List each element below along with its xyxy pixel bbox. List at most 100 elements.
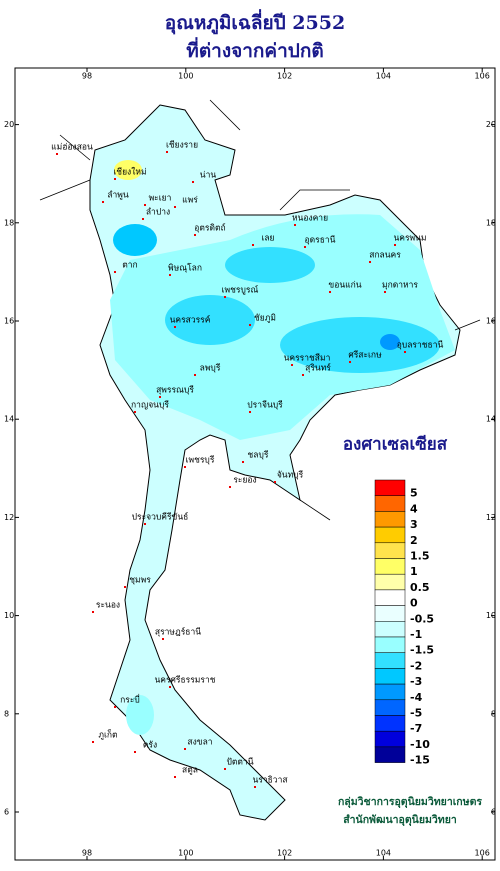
place-label: ปราจีนบุรี [247,400,283,411]
legend-label: 1.5 [410,550,430,563]
station-dot [166,151,168,153]
legend-label: -3 [410,675,422,688]
lat-tick-label: 20 [4,120,14,129]
lat-tick-label: 16 [486,317,496,326]
legend-label: 0 [410,597,418,610]
legend-swatch [374,511,406,528]
place-label: เชียงราย [166,140,198,151]
lon-tick-label: 104 [376,72,391,81]
place-label: ชุมพร [129,576,151,586]
place-label: นราธิวาส [252,776,288,786]
place-label: ระยอง [233,476,256,486]
credit: สำนักพัฒนาอุตุนิยมวิทยา [343,814,457,827]
place-label: ประจวบคีรีขันธ์ [132,512,189,523]
station-dot [142,218,144,220]
legend-label: -4 [410,691,423,704]
place-label: ขอนแก่น [328,281,361,291]
station-dot [184,748,186,750]
station-dot [56,153,58,155]
station-dot [159,396,161,398]
station-dot [274,481,276,483]
lat-tick-label: 8 [4,709,9,718]
station-dot [302,374,304,376]
legend-swatch [374,621,406,638]
legend-swatch [374,495,406,512]
station-dot [114,271,116,273]
station-dot [174,326,176,328]
station-dot [194,234,196,236]
place-label: ลำพูน [107,191,129,201]
station-dot [224,768,226,770]
station-dot [134,751,136,753]
station-dot [174,206,176,208]
legend-label: -2 [410,659,422,672]
station-dot [224,296,226,298]
place-label: พิษณุโลก [168,263,202,274]
place-label: อุดรธานี [305,235,336,246]
legend-label: -10 [410,738,430,751]
legend-swatch [374,636,406,653]
legend-unit: องศาเซลเซียส [343,434,448,455]
station-dot [192,181,194,183]
lat-tick-label: 14 [4,415,14,424]
station-dot [254,786,256,788]
lon-tick-label: 102 [277,72,292,81]
place-label: นครราชสีมา [284,353,331,364]
lat-tick-label: 12 [486,513,496,522]
station-dot [169,274,171,276]
legend: 5 4 3 2 1.5 1 0.5 0 -0.5 -1 -1.5 -2 -3 -4 -5 -7 -10 -15 [374,479,434,767]
station-dot [114,178,116,180]
legend-swatch [374,558,406,575]
lat-tick-label: 16 [4,317,14,326]
place-label: ตรัง [143,741,157,751]
place-label: สุราษฎร์ธานี [155,627,201,638]
place-label: แพร่ [182,196,198,206]
station-dot [124,586,126,588]
place-label: สงขลา [187,738,212,748]
station-dot [369,261,371,263]
legend-swatch [374,589,406,606]
station-dot [184,466,186,468]
legend-swatch [374,605,406,622]
place-label: ชลบุรี [248,450,269,461]
legend-label: 2 [410,534,418,547]
title: อุณหภูมิเฉลี่ยปี 2552 [165,9,345,35]
place-label: ตาก [122,261,137,271]
place-label: สุรินทร์ [305,363,331,374]
place-label: หนองคาย [292,214,328,224]
lat-tick-label: 6 [491,808,496,817]
legend-label: -0.5 [410,612,434,625]
station-dot [384,291,386,293]
legend-swatch [374,668,406,685]
place-label: กาญจนบุรี [131,400,169,411]
station-dot [394,244,396,246]
place-label: อุบลราชธานี [397,340,444,351]
legend-swatch [374,542,406,559]
station-dot [294,224,296,226]
lat-tick-label: 14 [486,415,496,424]
lat-tick-label: 8 [491,709,496,718]
station-dot [242,461,244,463]
place-label: นครศรีธรรมราช [154,675,215,686]
place-label: สกลนคร [369,251,401,261]
legend-swatch [374,479,406,496]
lon-tick-label: 102 [277,849,292,858]
place-label: เพชรบูรณ์ [222,285,259,296]
station-dot [102,201,104,203]
place-label: ชัยภูมิ [254,314,276,324]
place-label: แม่ฮ่องสอน [51,143,93,153]
legend-label: 1 [410,565,418,578]
place-label: ปัตตานี [226,757,253,768]
title: ที่ต่างจากค่าปกติ [186,37,323,62]
credit: กลุ่มวิชาการอุตุนิยมวิทยาเกษตร [338,796,482,809]
lat-tick-label: 20 [486,120,496,129]
legend-swatch [374,746,406,763]
legend-swatch [374,526,406,544]
place-label: ภูเก็ต [98,729,117,741]
station-dot [114,706,116,708]
station-dot [134,411,136,413]
place-label: สุพรรณบุรี [156,385,194,396]
place-label: สตูล [182,766,198,776]
place-label: ระนอง [96,601,120,611]
legend-swatch [374,699,406,716]
